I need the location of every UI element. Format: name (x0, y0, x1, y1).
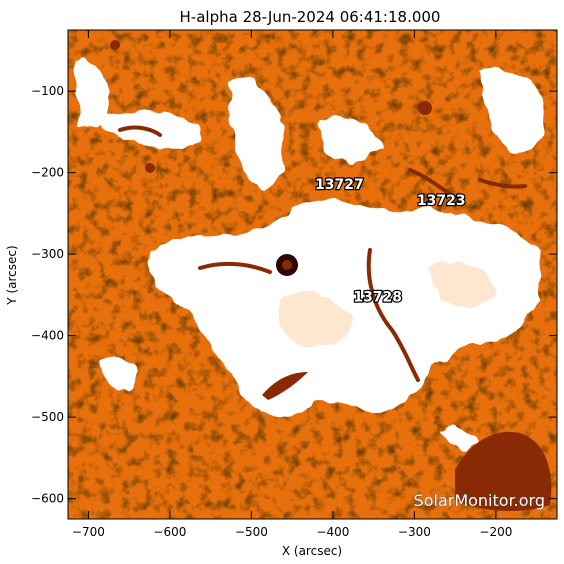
dark-spots (110, 40, 432, 173)
y-tick-label: −500 (31, 410, 64, 424)
y-tick-label: −600 (31, 492, 64, 506)
x-tick-label: −400 (316, 525, 349, 539)
region-label-13728: 13728 (353, 289, 402, 305)
dark-filament-lower-right (455, 431, 552, 512)
active-filament-brightening (262, 372, 308, 400)
x-tick-label: −600 (153, 525, 186, 539)
sunspot (276, 254, 298, 276)
region-label-13727: 13727 (315, 177, 364, 193)
region-label-13723: 13723 (417, 193, 466, 209)
x-tick-label: −200 (479, 525, 512, 539)
y-tick-label: −200 (31, 166, 64, 180)
watermark: SolarMonitor.org (414, 491, 545, 510)
plot-frame (67, 29, 558, 520)
y-axis-ticks: −100 −200 −300 −400 −500 −600 (31, 84, 557, 506)
plage-regions (75, 59, 546, 450)
y-tick-label: −400 (31, 329, 64, 343)
x-tick-label: −300 (398, 525, 431, 539)
plage-faint-regions (278, 261, 495, 349)
y-tick-label: −100 (31, 84, 64, 98)
y-axis-label: Y (arcsec) (5, 245, 19, 305)
solar-image (68, 30, 557, 519)
filaments (118, 125, 527, 382)
x-tick-label: −500 (235, 525, 268, 539)
x-tick-label: −700 (72, 525, 105, 539)
x-axis-label: X (arcsec) (282, 544, 342, 558)
x-axis-ticks: −700 −600 −500 −400 −300 −200 (72, 30, 512, 539)
y-tick-label: −300 (31, 247, 64, 261)
region-labels: 13727 13723 13728 (314, 176, 467, 307)
image-title: H-alpha 28-Jun-2024 06:41:18.000 (180, 8, 441, 26)
